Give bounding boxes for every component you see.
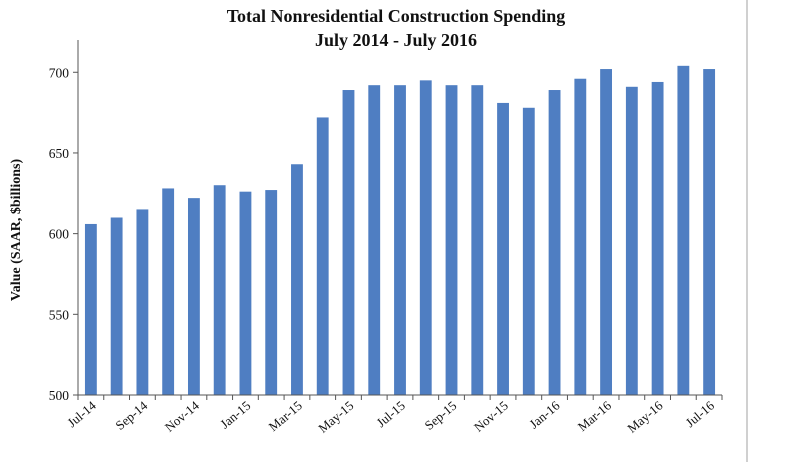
chart-subtitle: July 2014 - July 2016: [315, 30, 477, 50]
bar-oct-15: [471, 85, 483, 395]
bar-apr-15: [317, 117, 329, 395]
x-tick-label: Jul-16: [683, 397, 718, 430]
bar-nov-14: [188, 198, 200, 395]
bar-nov-15: [497, 103, 509, 395]
y-tick-label: 700: [49, 65, 70, 80]
bar-mar-15: [291, 164, 303, 395]
bar-apr-16: [626, 87, 638, 395]
y-tick-label: 600: [49, 227, 70, 242]
bar-feb-15: [265, 190, 277, 395]
bar-may-16: [652, 82, 664, 395]
bar-sep-14: [136, 209, 148, 395]
bar-dec-14: [214, 185, 226, 395]
bar-oct-14: [162, 188, 174, 395]
x-tick-label: Jan-15: [217, 398, 253, 432]
bar-mar-16: [600, 69, 612, 395]
x-tick-label: Mar-15: [266, 398, 305, 434]
x-tick-label: Jul-14: [64, 397, 99, 430]
bar-jan-16: [549, 90, 561, 395]
bar-jan-15: [240, 192, 252, 395]
bar-jul-16: [703, 69, 715, 395]
y-axis-label: Value (SAAR, $billions): [9, 159, 24, 302]
bar-jun-16: [677, 66, 689, 395]
bar-may-15: [343, 90, 355, 395]
x-tick-label: Sep-14: [112, 397, 150, 432]
x-tick-label: Jan-16: [526, 397, 563, 431]
x-tick-group: Jul-14 Sep-14 Nov-14 Jan-15 Mar-15 May-15 Jul-…: [64, 395, 722, 436]
y-tick-label: 550: [49, 307, 70, 322]
x-tick-label: Sep-15: [422, 398, 460, 433]
bar-jul-14: [85, 224, 97, 395]
bar-aug-14: [111, 218, 123, 396]
chart-title: Total Nonresidential Construction Spendi…: [227, 6, 566, 26]
bar-aug-15: [420, 80, 432, 395]
x-tick-label: May-15: [315, 398, 356, 436]
y-tick-label: 500: [49, 388, 70, 403]
x-tick-label: Mar-16: [575, 397, 615, 434]
x-tick-label: Nov-14: [162, 397, 202, 434]
x-tick-label: May-16: [624, 397, 666, 435]
bar-jun-15: [368, 85, 380, 395]
bar-dec-15: [523, 108, 535, 395]
bar-sep-15: [446, 85, 458, 395]
x-tick-label: Jul-15: [373, 398, 408, 430]
panel-border: [746, 0, 748, 462]
bar-group: [85, 66, 715, 395]
x-tick-label: Nov-15: [471, 398, 511, 435]
y-tick-group: 500 550 600 650 700: [49, 65, 78, 403]
y-tick-label: 650: [49, 146, 70, 161]
bar-jul-15: [394, 85, 406, 395]
bar-feb-16: [574, 79, 586, 395]
